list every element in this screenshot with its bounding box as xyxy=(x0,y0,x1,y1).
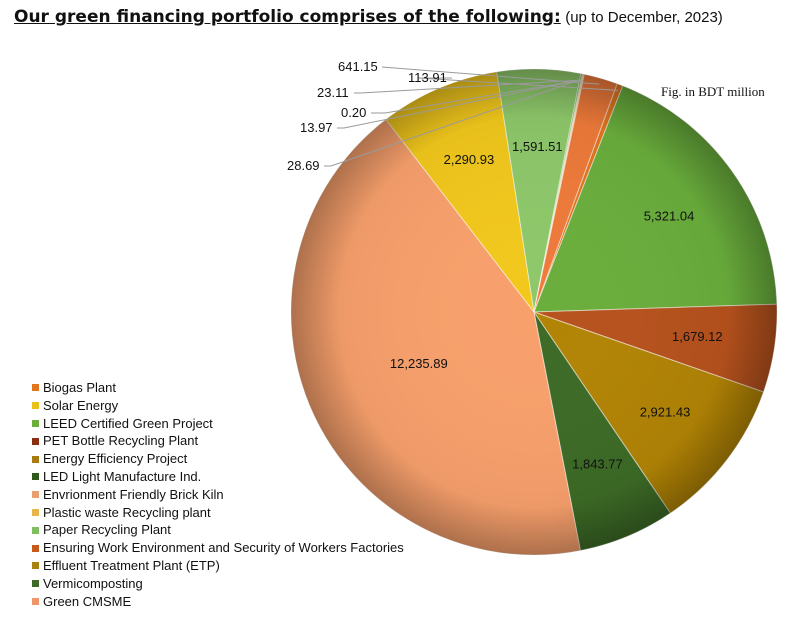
legend-label: Paper Recycling Plant xyxy=(43,522,171,538)
legend-label: PET Bottle Recycling Plant xyxy=(43,433,199,449)
legend-label: Effluent Treatment Plant (ETP) xyxy=(43,557,220,573)
legend-item: Vermicomposting xyxy=(32,575,404,593)
legend-item: Green CMSME xyxy=(32,593,404,611)
pie-shading xyxy=(291,69,777,555)
leader-line xyxy=(324,79,581,167)
legend-label: Energy Efficiency Project xyxy=(43,451,188,467)
legend-swatch xyxy=(32,526,39,534)
chart-legend: Biogas Plant Solar Energy LEED Certified G… xyxy=(32,379,404,610)
legend-label: Envrionment Friendly Brick Kiln xyxy=(43,486,224,502)
slice-value-label: 113.91 xyxy=(408,70,447,85)
slice-value-label: 641.15 xyxy=(338,59,378,74)
legend-item: Plastic waste Recycling plant xyxy=(32,504,404,522)
legend-label: Vermicomposting xyxy=(43,575,143,591)
legend-swatch xyxy=(32,508,39,516)
leader-line xyxy=(381,66,600,85)
slice-value-label: 1,591.51 xyxy=(512,139,563,154)
chart-title: Our green financing portfolio comprises … xyxy=(14,7,723,27)
legend-item: Envrionment Friendly Brick Kiln xyxy=(32,486,404,504)
slice-value-label: 13.97 xyxy=(300,120,333,135)
unit-note: Fig. in BDT million xyxy=(661,84,765,99)
legend-item: PET Bottle Recycling Plant xyxy=(32,432,404,450)
legend-item: Effluent Treatment Plant (ETP) xyxy=(32,557,404,575)
legend-label: LEED Certified Green Project xyxy=(43,415,213,431)
legend-swatch xyxy=(32,580,39,588)
legend-swatch xyxy=(32,544,39,552)
slice-value-label: 2,921.43 xyxy=(640,405,691,420)
leader-line xyxy=(371,79,583,114)
chart-subtitle: (up to December, 2023) xyxy=(565,9,723,26)
legend-label: Biogas Plant xyxy=(43,380,116,395)
legend-swatch xyxy=(32,419,39,427)
legend-item: LED Light Manufacture Ind. xyxy=(32,468,404,486)
slice-value-label: 2,290.93 xyxy=(444,152,495,167)
legend-item: Paper Recycling Plant xyxy=(32,521,404,539)
legend-label: Solar Energy xyxy=(43,397,119,413)
slice-value-label: 0.20 xyxy=(341,105,366,120)
chart-title-main: Our green financing portfolio comprises … xyxy=(14,7,561,27)
slice-value-label: 23.11 xyxy=(317,85,349,100)
legend-item: Biogas Plant xyxy=(32,379,404,397)
legend-item: Ensuring Work Environment and Security o… xyxy=(32,539,404,557)
slice-value-label: 1,843.77 xyxy=(572,457,623,472)
legend-swatch xyxy=(32,402,39,410)
legend-swatch xyxy=(32,437,39,445)
slice-value-label: 12,235.89 xyxy=(390,356,448,371)
legend-item: Energy Efficiency Project xyxy=(32,450,404,468)
legend-swatch xyxy=(32,384,39,392)
legend-item: LEED Certified Green Project xyxy=(32,415,404,433)
slice-value-label: 28.69 xyxy=(287,158,320,173)
slice-value-label: 5,321.04 xyxy=(644,209,695,224)
legend-label: Green CMSME xyxy=(43,593,132,609)
legend-label: Ensuring Work Environment and Security o… xyxy=(43,540,404,556)
legend-label: Plastic waste Recycling plant xyxy=(43,504,211,520)
leader-line xyxy=(337,79,582,129)
legend-swatch xyxy=(32,562,39,570)
legend-swatch xyxy=(32,455,39,463)
legend-swatch xyxy=(32,473,39,481)
legend-swatch xyxy=(32,491,39,499)
leader-line xyxy=(354,79,583,94)
legend-item: Solar Energy xyxy=(32,397,404,415)
legend-swatch xyxy=(32,597,39,605)
legend-label: LED Light Manufacture Ind. xyxy=(43,468,202,484)
slice-value-label: 1,679.12 xyxy=(672,329,723,344)
